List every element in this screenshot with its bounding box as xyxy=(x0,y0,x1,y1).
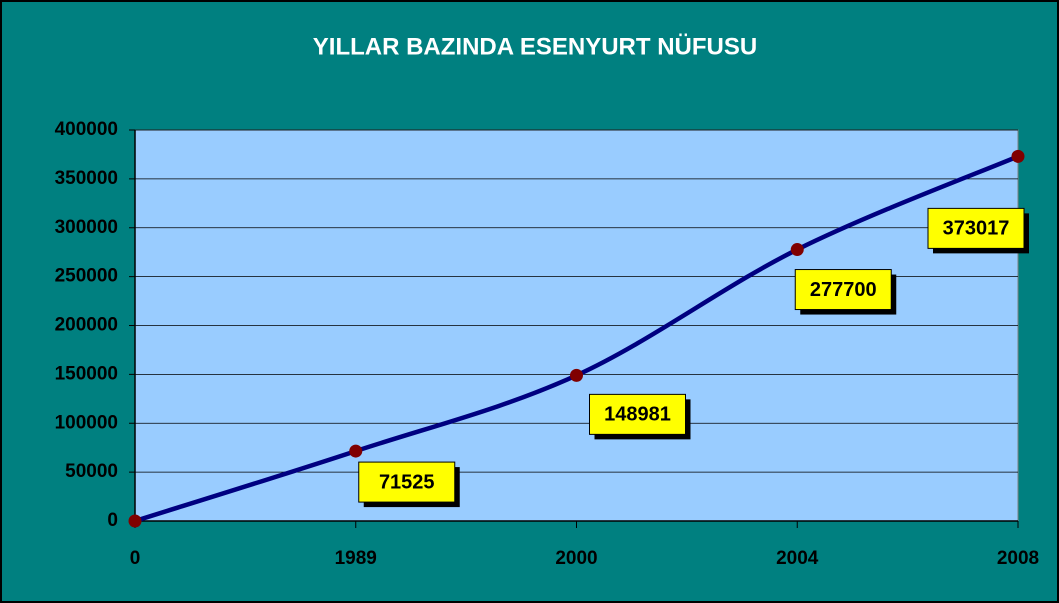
x-tick-label: 2004 xyxy=(776,548,819,569)
y-tick-label: 350000 xyxy=(55,168,118,189)
marker xyxy=(349,444,363,458)
data-label: 373017 xyxy=(943,218,1010,240)
chart-title: YILLAR BAZINDA ESENYURT NÜFUSU xyxy=(313,33,757,60)
y-tick-label: 0 xyxy=(107,510,118,531)
y-tick-label: 400000 xyxy=(55,119,118,140)
data-label: 148981 xyxy=(604,404,671,426)
y-tick-label: 250000 xyxy=(55,266,118,287)
data-label-box xyxy=(358,461,456,503)
y-tick-label: 150000 xyxy=(55,363,118,384)
data-label: 277700 xyxy=(810,279,877,301)
x-tick-label: 0 xyxy=(130,548,141,569)
y-tick-label: 200000 xyxy=(55,315,118,336)
data-label-box xyxy=(927,207,1025,249)
x-tick-label: 2000 xyxy=(555,548,597,569)
y-tick-label: 100000 xyxy=(55,412,118,433)
y-tick-label: 50000 xyxy=(65,461,118,482)
marker xyxy=(128,514,142,528)
data-label-box xyxy=(589,393,686,435)
marker xyxy=(790,243,804,257)
x-tick-label: 1989 xyxy=(335,548,377,569)
marker xyxy=(1011,149,1025,163)
y-tick-label: 300000 xyxy=(55,217,118,238)
x-tick-label: 2008 xyxy=(997,548,1039,569)
data-label: 71525 xyxy=(379,471,435,493)
marker xyxy=(570,368,583,382)
data-label-box xyxy=(794,269,892,311)
